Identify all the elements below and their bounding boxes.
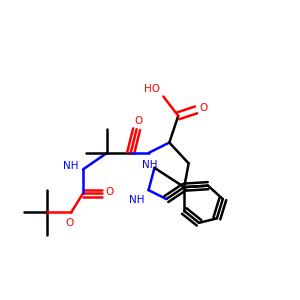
Text: NH: NH xyxy=(63,161,79,171)
Text: O: O xyxy=(105,187,114,196)
Text: O: O xyxy=(134,116,142,126)
Text: O: O xyxy=(66,218,74,228)
Text: NH: NH xyxy=(142,160,158,170)
Text: NH: NH xyxy=(129,195,144,205)
Text: HO: HO xyxy=(144,83,160,94)
Text: O: O xyxy=(199,103,207,113)
